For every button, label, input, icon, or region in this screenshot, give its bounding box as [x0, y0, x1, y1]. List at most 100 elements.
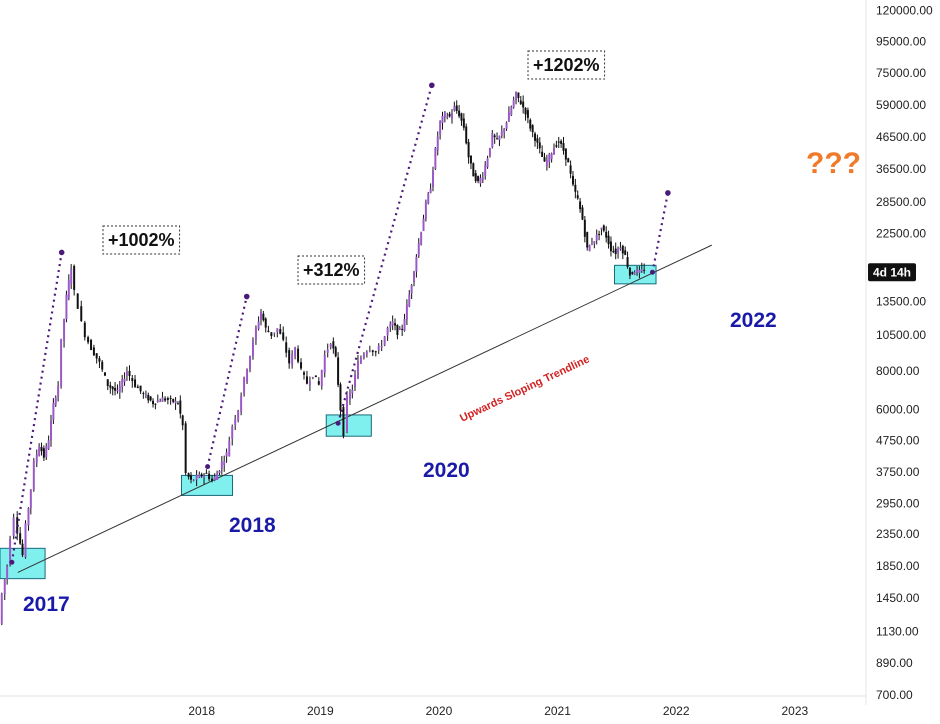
- candle-body: [60, 338, 63, 387]
- candle-body: [503, 128, 506, 133]
- y-tick-label: 890.00: [876, 656, 913, 670]
- candle-body: [536, 138, 539, 143]
- year-label-2018: 2018: [229, 514, 276, 537]
- candle-body: [302, 372, 305, 375]
- candle-body: [567, 158, 570, 163]
- candle-body: [602, 225, 605, 231]
- candle-body: [282, 332, 285, 340]
- projection-line-2: [206, 296, 248, 467]
- candle-body: [305, 376, 308, 384]
- candle-body: [172, 399, 175, 402]
- candle-body: [314, 375, 317, 378]
- candle-body: [9, 539, 12, 565]
- candle-body: [410, 284, 413, 294]
- candle-body: [626, 257, 629, 267]
- candle-body: [273, 332, 276, 334]
- candle-body: [52, 402, 55, 420]
- candle-body: [114, 387, 117, 391]
- trendline: [17, 244, 712, 573]
- candle-body: [98, 358, 101, 362]
- candle-body: [337, 357, 340, 385]
- candle-body: [586, 232, 589, 248]
- candle-body: [195, 475, 198, 480]
- candle-body: [234, 419, 237, 426]
- candle-body: [621, 245, 624, 254]
- candle-body: [262, 313, 265, 321]
- candle-body: [479, 177, 482, 184]
- annotations: +1002% +312% +1202%??? 2017 2018 2020 2022 Upwa…: [23, 50, 861, 616]
- candle-body: [598, 233, 601, 235]
- candle-body: [638, 269, 641, 274]
- candle-body: [203, 475, 206, 478]
- candle-body: [531, 125, 534, 133]
- candle-body: [534, 133, 537, 141]
- candle-body: [583, 219, 586, 237]
- candle-body: [543, 157, 546, 162]
- candle-body: [218, 470, 221, 473]
- candle-body: [443, 112, 446, 118]
- candle-body: [612, 251, 615, 253]
- candle-body: [636, 269, 639, 273]
- candle-body: [92, 347, 95, 356]
- projection-lines: [9, 82, 671, 565]
- candle-body: [507, 112, 510, 122]
- candle-body: [154, 403, 157, 405]
- candle-body: [40, 447, 43, 452]
- candle-body: [270, 332, 273, 336]
- candle-body: [0, 593, 3, 624]
- x-tick-label: 2018: [188, 704, 215, 718]
- candle-body: [377, 345, 380, 351]
- candle-body: [308, 381, 311, 386]
- candle-body: [211, 478, 214, 481]
- price-axis[interactable]: 120000.00 95000.00 75000.00 59000.00 46500.0…: [876, 4, 933, 702]
- y-tick-label: 2350.00: [876, 527, 920, 541]
- candle-body: [192, 479, 195, 481]
- candle-body: [42, 448, 45, 458]
- candle-body: [356, 361, 359, 379]
- candle-body: [493, 135, 496, 138]
- projection-line-1: [10, 252, 63, 563]
- projection-line-3: [337, 84, 433, 424]
- candle-body: [458, 110, 461, 117]
- candle-body: [101, 361, 104, 370]
- y-tick-label: 8000.00: [876, 364, 920, 378]
- candle-body: [149, 396, 152, 401]
- candle-body: [588, 245, 591, 251]
- candle-body: [83, 322, 86, 338]
- gain-label-box: [102, 225, 181, 255]
- candle-body: [593, 241, 596, 244]
- candle-body: [288, 350, 291, 364]
- candle-body: [408, 294, 411, 307]
- candle-body: [174, 400, 177, 404]
- zone-box-2020: [325, 414, 372, 437]
- candle-body: [467, 142, 470, 158]
- candle-body: [484, 165, 487, 176]
- time-axis[interactable]: 2018 2019 2020 2021 2022 2023: [0, 695, 866, 718]
- x-tick-label: 2021: [544, 704, 571, 718]
- candle-body: [317, 381, 320, 385]
- projection-end-dot: [429, 82, 435, 89]
- candle-body: [486, 158, 489, 168]
- candle-body: [95, 353, 98, 359]
- gain-label-1: +1002%: [108, 230, 175, 250]
- candle-body: [574, 184, 577, 192]
- candle-body: [166, 398, 169, 401]
- candle-body: [176, 403, 179, 405]
- candle-body: [624, 250, 627, 255]
- candle-body: [213, 476, 216, 481]
- candle-body: [47, 440, 50, 450]
- candle-body: [389, 323, 392, 328]
- candle-body: [557, 141, 560, 143]
- projection-start-dot: [205, 464, 211, 470]
- candle-body: [538, 142, 541, 149]
- candle-body: [605, 231, 608, 238]
- candle-body: [424, 201, 427, 219]
- candle-body: [6, 566, 9, 580]
- candle-body: [455, 105, 458, 111]
- candle-body: [45, 446, 48, 458]
- candle-body: [519, 100, 522, 105]
- candle-body: [67, 280, 70, 299]
- y-tick-label: 10500.00: [876, 328, 926, 342]
- candle-body: [169, 397, 172, 399]
- candle-body: [359, 357, 362, 364]
